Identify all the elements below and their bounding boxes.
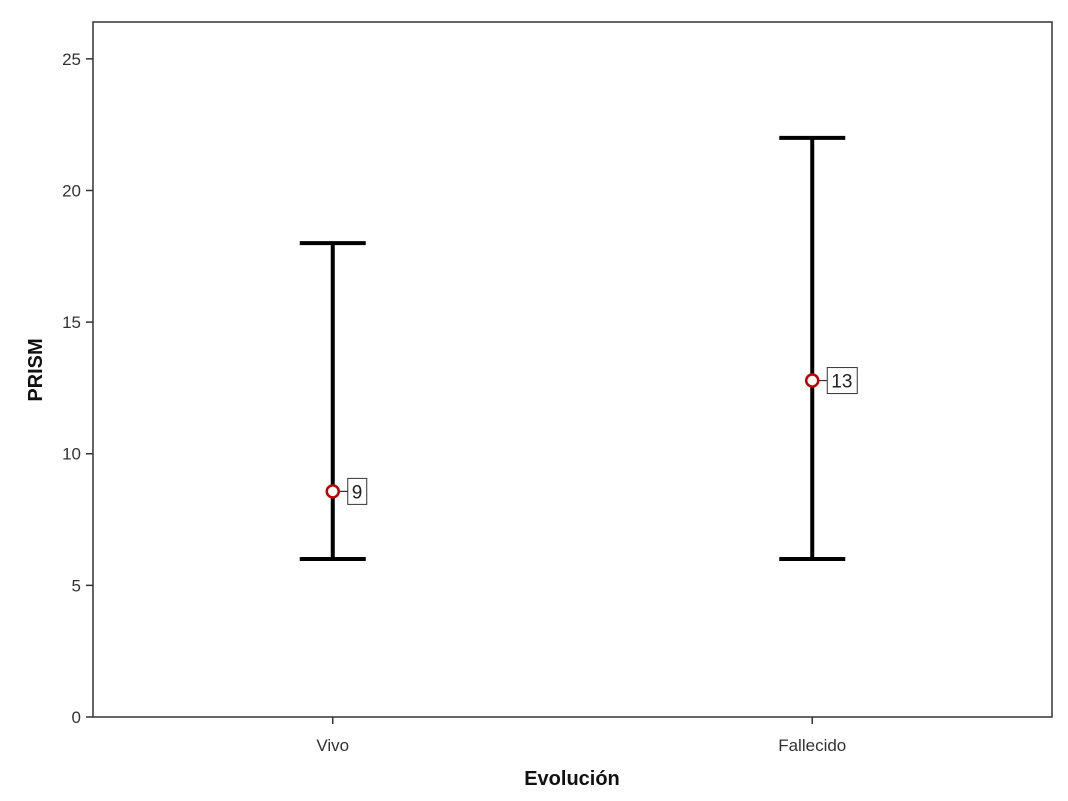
- y-tick-label: 20: [62, 181, 81, 200]
- data-label: 13: [831, 372, 852, 393]
- y-tick-label: 0: [72, 708, 81, 727]
- mean-marker: [325, 484, 340, 499]
- mean-marker: [805, 373, 820, 388]
- y-tick-label: 25: [62, 50, 81, 69]
- data-label-box: [826, 367, 858, 395]
- y-tick-label: 15: [62, 313, 81, 332]
- y-axis-label: PRISM: [25, 338, 47, 401]
- x-tick-label: Vivo: [316, 736, 349, 755]
- data-label-box: [347, 477, 368, 505]
- plot-frame: [92, 21, 1053, 718]
- x-tick-label: Fallecido: [778, 736, 846, 755]
- y-tick-label: 10: [62, 445, 81, 464]
- y-tick-label: 5: [72, 576, 81, 595]
- data-label: 9: [352, 482, 363, 503]
- x-axis-label: Evolución: [524, 768, 620, 790]
